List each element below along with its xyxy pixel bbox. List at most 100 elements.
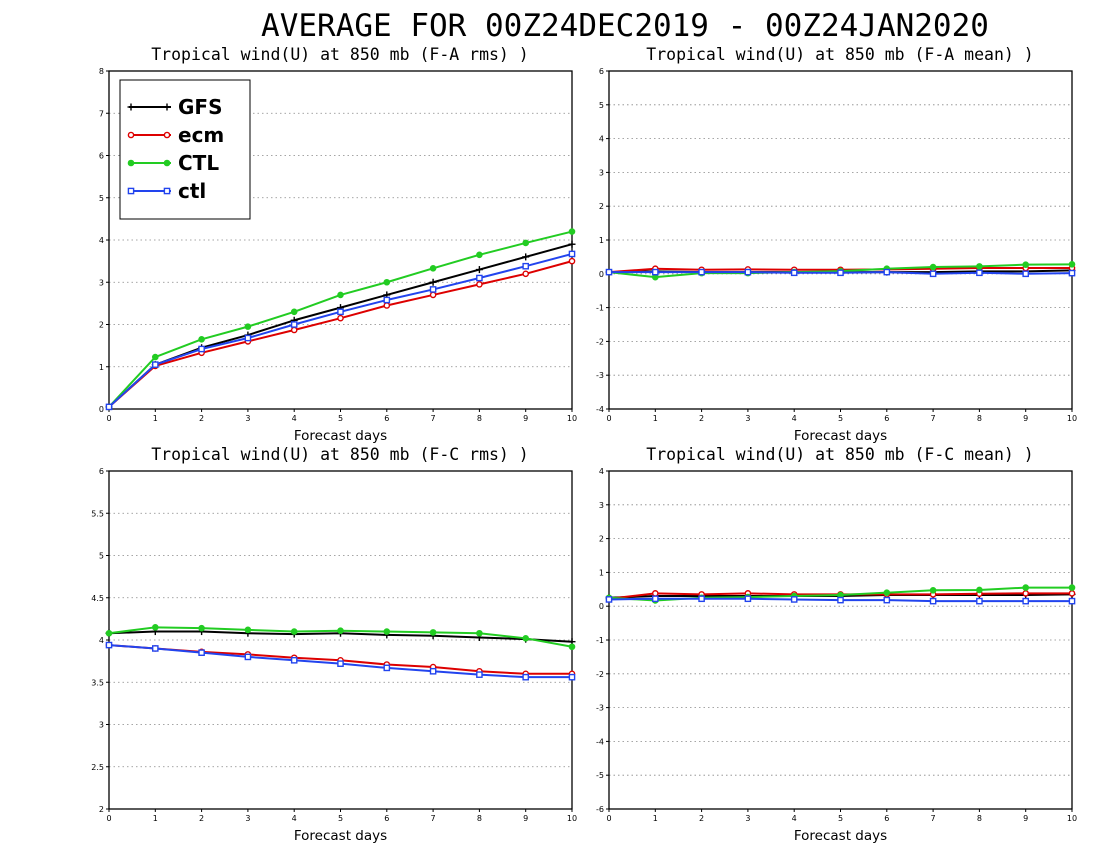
- data-point-CTL: [198, 335, 205, 343]
- y-tick-label: 4: [599, 467, 604, 476]
- data-point-ctl: [1068, 269, 1076, 277]
- data-point-CTL: [290, 628, 298, 635]
- data-point-GFS: [429, 278, 437, 286]
- series-GFS: [105, 240, 576, 411]
- figure-title: AVERAGE FOR 00Z24DEC2019 - 00Z24JAN2020: [261, 8, 989, 44]
- legend-box: [119, 79, 251, 220]
- data-point-ctl: [198, 345, 205, 353]
- data-point-CTL: [152, 624, 159, 631]
- data-point-ecm: [476, 281, 483, 288]
- data-point-CTL: [429, 629, 437, 636]
- data-point-ecm: [337, 314, 344, 322]
- x-tick-label: 0: [606, 814, 611, 823]
- data-point-GFS: [522, 253, 530, 261]
- data-point-ctl: [429, 667, 437, 675]
- data-point-ctl: [976, 269, 983, 277]
- series-ctl: [605, 268, 1076, 278]
- data-point-ctl: [976, 597, 983, 605]
- y-tick-label: 8: [99, 67, 104, 76]
- y-tick-label: 6: [599, 67, 604, 76]
- panel-title: Tropical wind(U) at 850 mb (F-C rms) ): [151, 445, 529, 464]
- y-tick-label: -1: [596, 304, 604, 313]
- x-tick-label: 8: [977, 814, 982, 823]
- x-tick-label: 10: [1067, 814, 1077, 823]
- plot-frame: [608, 470, 1073, 810]
- data-point-CTL: [244, 626, 252, 634]
- plot-frame: [108, 470, 573, 810]
- data-point-ctl: [476, 274, 483, 282]
- series-ecm: [105, 257, 576, 411]
- chart-panel-1: Tropical wind(U) at 850 mb (F-A rms) ) 0 1…: [99, 45, 577, 444]
- data-point-ctl: [605, 268, 613, 276]
- y-tick-label: 2: [99, 805, 104, 814]
- data-point-CTL: [568, 643, 576, 651]
- legend-label-ecm: ecm: [178, 123, 224, 147]
- data-point-ecm: [383, 302, 391, 309]
- data-point-CTL: [383, 278, 391, 286]
- chart-panel-3: Tropical wind(U) at 850 mb (F-C rms) ) 2 2…: [91, 445, 577, 844]
- y-tick-label: -2: [596, 337, 604, 346]
- data-point-CTL: [929, 587, 937, 594]
- y-tick-label: -3: [596, 371, 604, 380]
- x-tick-label: 1: [653, 814, 658, 823]
- x-tick-label: 5: [338, 814, 343, 823]
- data-point-ctl: [883, 268, 891, 276]
- y-tick-label: 4: [99, 636, 104, 645]
- x-tick-label: 5: [838, 814, 843, 823]
- data-point-ctl: [790, 269, 798, 277]
- data-point-CTL: [929, 263, 937, 271]
- data-point-ctl: [568, 673, 576, 681]
- data-point-ecm: [1068, 590, 1076, 597]
- y-tick-label: 2: [99, 321, 104, 330]
- data-point-ctl: [383, 296, 391, 304]
- plot-frame: [608, 70, 1073, 410]
- data-point-ecm: [568, 257, 576, 265]
- data-point-GFS: [568, 240, 576, 248]
- x-tick-label: 0: [106, 414, 111, 423]
- y-tick-label: 3: [599, 168, 604, 177]
- x-tick-label: 8: [477, 414, 482, 423]
- data-point-ctl: [105, 403, 113, 411]
- data-point-CTL: [1068, 261, 1076, 268]
- y-tick-label: 1: [599, 236, 604, 245]
- y-tick-label: 2: [599, 202, 604, 211]
- data-point-CTL: [522, 635, 530, 642]
- y-tick-label: 0: [99, 405, 104, 414]
- x-tick-label: 10: [1067, 414, 1077, 423]
- x-tick-label: 1: [153, 414, 158, 423]
- data-point-ctl: [151, 361, 159, 368]
- legend-marker-ecm: [163, 131, 171, 139]
- y-tick-label: 7: [99, 109, 104, 118]
- data-point-CTL: [1022, 261, 1029, 268]
- x-tick-label: 9: [1023, 814, 1028, 823]
- x-axis-label: Forecast days: [794, 428, 887, 444]
- series-CTL: [105, 624, 576, 651]
- x-tick-label: 2: [699, 414, 704, 423]
- x-axis-label: Forecast days: [294, 828, 387, 844]
- data-point-ctl: [1068, 597, 1076, 605]
- series-line-ctl: [108, 252, 573, 408]
- data-point-CTL: [429, 265, 437, 272]
- data-point-ctl: [476, 671, 483, 678]
- data-point-CTL: [152, 353, 159, 361]
- series-line-ecm: [108, 260, 573, 408]
- x-tick-label: 4: [792, 814, 797, 823]
- x-tick-label: 7: [931, 814, 936, 823]
- legend-marker-GFS: [163, 103, 171, 111]
- data-point-ctl: [929, 597, 937, 605]
- y-tick-label: 4: [599, 135, 604, 144]
- data-point-ctl: [837, 596, 844, 604]
- data-point-ctl: [883, 596, 891, 604]
- chart-panel-2: Tropical wind(U) at 850 mb (F-A mean) ) -…: [596, 45, 1077, 444]
- x-tick-label: 4: [292, 414, 297, 423]
- y-tick-label: 4.5: [91, 594, 104, 603]
- series-ecm: [105, 641, 576, 678]
- x-tick-label: 8: [977, 414, 982, 423]
- y-tick-label: -6: [596, 805, 604, 814]
- y-tick-label: 3.5: [91, 678, 104, 687]
- panel-title: Tropical wind(U) at 850 mb (F-A rms) ): [151, 45, 529, 64]
- y-tick-label: 2: [599, 535, 604, 544]
- legend-marker-ctl: [163, 187, 171, 195]
- x-tick-label: 6: [384, 814, 389, 823]
- series-ctl: [105, 250, 576, 411]
